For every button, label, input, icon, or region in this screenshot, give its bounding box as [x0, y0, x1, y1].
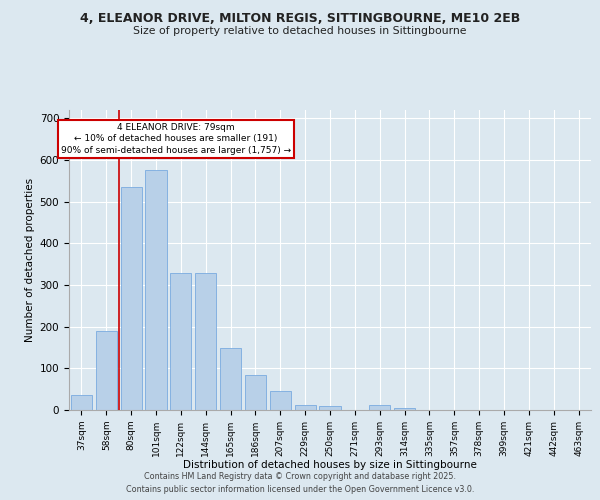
X-axis label: Distribution of detached houses by size in Sittingbourne: Distribution of detached houses by size …: [183, 460, 477, 470]
Text: 4 ELEANOR DRIVE: 79sqm
← 10% of detached houses are smaller (191)
90% of semi-de: 4 ELEANOR DRIVE: 79sqm ← 10% of detached…: [61, 122, 291, 155]
Text: 4, ELEANOR DRIVE, MILTON REGIS, SITTINGBOURNE, ME10 2EB: 4, ELEANOR DRIVE, MILTON REGIS, SITTINGB…: [80, 12, 520, 26]
Bar: [170, 272, 191, 410]
Bar: [295, 405, 316, 410]
Bar: [270, 391, 291, 410]
Text: Size of property relative to detached houses in Sittingbourne: Size of property relative to detached ho…: [133, 26, 467, 36]
Bar: [121, 187, 142, 410]
Bar: [71, 396, 92, 410]
Bar: [245, 374, 266, 410]
Bar: [145, 170, 167, 410]
Bar: [195, 272, 216, 410]
Bar: [369, 405, 390, 410]
Bar: [220, 348, 241, 410]
Bar: [394, 408, 415, 410]
Y-axis label: Number of detached properties: Number of detached properties: [25, 178, 35, 342]
Bar: [319, 406, 341, 410]
Text: Contains HM Land Registry data © Crown copyright and database right 2025.
Contai: Contains HM Land Registry data © Crown c…: [126, 472, 474, 494]
Bar: [96, 331, 117, 410]
